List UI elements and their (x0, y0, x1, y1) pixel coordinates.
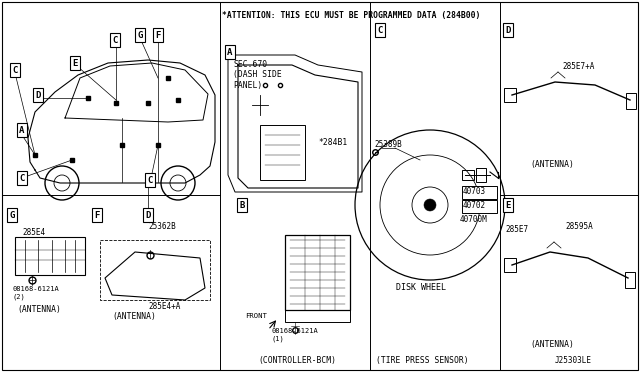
Text: SEC.670
(DASH SIDE
PANEL): SEC.670 (DASH SIDE PANEL) (233, 60, 282, 90)
Text: 08168-6121A
(1): 08168-6121A (1) (272, 328, 319, 341)
Text: D: D (35, 90, 41, 99)
Text: A: A (19, 125, 25, 135)
Text: A: A (227, 48, 233, 57)
Bar (625, 272, 635, 288)
Circle shape (424, 199, 436, 211)
Bar (462, 186, 497, 199)
Bar (260, 125, 305, 180)
Text: C: C (378, 26, 383, 35)
Text: 285E7+A: 285E7+A (562, 62, 595, 71)
Bar (462, 170, 474, 180)
Text: D: D (145, 211, 150, 219)
Text: (ANTENNA): (ANTENNA) (530, 340, 574, 349)
Bar (476, 168, 486, 182)
Text: 25389B: 25389B (374, 140, 402, 149)
Text: F: F (156, 31, 161, 39)
Text: (CONTROLLER-BCM): (CONTROLLER-BCM) (258, 356, 336, 365)
Text: C: C (147, 176, 153, 185)
Text: 40702: 40702 (463, 201, 486, 210)
Text: (TIRE PRESS SENSOR): (TIRE PRESS SENSOR) (376, 356, 468, 365)
Text: D: D (506, 26, 511, 35)
Bar (285, 310, 350, 322)
Text: *284B1: *284B1 (318, 138, 348, 147)
Text: 285E4+A: 285E4+A (148, 302, 180, 311)
Text: 40700M: 40700M (460, 215, 488, 224)
Text: C: C (12, 65, 18, 74)
Text: E: E (506, 201, 511, 209)
Bar (504, 88, 516, 102)
Text: J25303LE: J25303LE (555, 356, 592, 365)
Text: G: G (138, 31, 143, 39)
Text: DISK WHEEL: DISK WHEEL (396, 283, 446, 292)
Bar (100, 240, 210, 300)
Text: (ANTENNA): (ANTENNA) (17, 305, 61, 314)
Text: (ANTENNA): (ANTENNA) (112, 312, 156, 321)
Text: (ANTENNA): (ANTENNA) (530, 160, 574, 169)
Text: 08168-6121A
(2): 08168-6121A (2) (12, 286, 59, 299)
Text: 285E4: 285E4 (22, 228, 45, 237)
Text: C: C (112, 35, 118, 45)
Text: FRONT: FRONT (245, 313, 267, 319)
Text: 285E7: 285E7 (505, 225, 528, 234)
Text: *ATTENTION: THIS ECU MUST BE PROGRAMMED DATA (284B00): *ATTENTION: THIS ECU MUST BE PROGRAMMED … (222, 11, 481, 20)
Bar (626, 93, 636, 109)
Text: G: G (10, 211, 15, 219)
Text: B: B (239, 201, 244, 209)
Bar (285, 235, 350, 310)
Text: E: E (72, 58, 77, 67)
Bar (462, 200, 497, 213)
Text: C: C (19, 173, 25, 183)
Bar (15, 237, 85, 275)
Text: 40703: 40703 (463, 187, 486, 196)
Text: F: F (94, 211, 100, 219)
Bar (504, 258, 516, 272)
Text: 25362B: 25362B (148, 222, 176, 231)
Text: 28595A: 28595A (565, 222, 593, 231)
